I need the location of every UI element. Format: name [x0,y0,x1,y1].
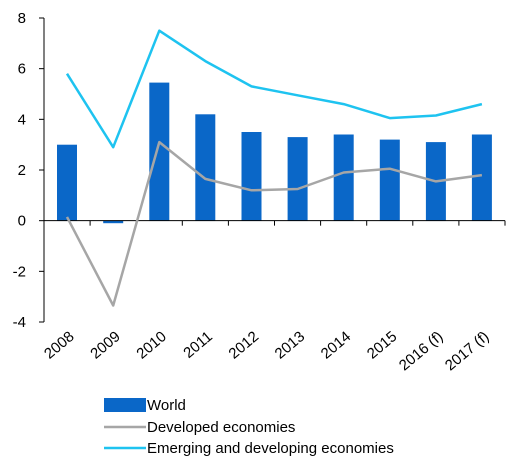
legend: World Developed economies Emerging and dev… [104,397,394,457]
legend-label: Emerging and developing economies [147,440,394,457]
bar-world-2015 [379,139,400,221]
y-tick-label: 8 [18,10,26,27]
x-tick-label: 2016 (f) [396,328,447,374]
legend-label: Developed economies [147,419,295,436]
line-series [65,29,483,307]
x-tick-label: 2011 [180,328,216,362]
legend-label: World [147,397,186,414]
bar-world-2010 [149,82,170,221]
y-tick-label: 4 [18,111,26,128]
x-tick-label: 2017 (f) [442,328,493,374]
y-tick-label: -4 [13,314,26,331]
x-tick-label: 2010 [133,328,169,362]
y-tick-label: 2 [18,162,26,179]
x-tick-label: 2008 [41,328,77,362]
bar-series-world [57,82,492,224]
bar-world-2014 [333,134,354,221]
x-tick-label: 2009 [87,328,123,362]
line-emerging-and-developing-economies [65,29,483,149]
x-tick-label: 2013 [272,328,308,362]
y-tick-label: 0 [18,213,26,230]
x-tick-label: 2015 [364,328,400,362]
bar-world-2011 [195,114,216,221]
x-tick-label: 2014 [318,328,354,362]
bar-world-2009 [103,220,124,224]
x-tick-label: 2012 [226,328,262,362]
bar-world-2008 [57,144,77,221]
bar-world-2013 [287,137,308,221]
bar-world-2012 [241,132,262,221]
line-developed-economies [65,140,483,307]
legend-swatch-world [104,398,146,412]
bar-world-2017 (f) [471,134,492,221]
y-tick-labels: 8 6 4 2 0 -2 -4 [13,10,26,331]
y-tick-label: -2 [13,263,26,280]
y-tick-label: 6 [18,61,26,78]
